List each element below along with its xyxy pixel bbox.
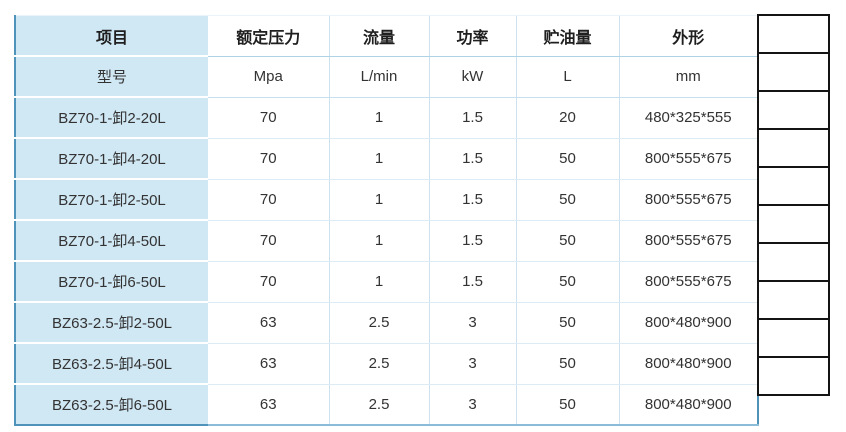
grid-cell[interactable] — [757, 166, 830, 206]
grid-cell[interactable] — [757, 356, 830, 396]
dimensions-cell: 800*555*675 — [618, 261, 759, 303]
value-cell: 1.5 — [428, 97, 516, 139]
table-row: BZ63-2.5-卸4-50L 63 2.5 3 50 800*480*900 — [14, 343, 759, 385]
dimensions-cell: 800*480*900 — [618, 384, 759, 426]
value-cell: 1.5 — [428, 179, 516, 221]
dimensions-cell: 800*555*675 — [618, 220, 759, 262]
col-header-power: 功率 — [428, 15, 516, 57]
table-row: BZ70-1-卸2-50L 70 1 1.5 50 800*555*675 — [14, 179, 759, 221]
unit-oil: L — [515, 56, 619, 98]
model-cell: BZ63-2.5-卸4-50L — [14, 343, 208, 385]
value-cell: 50 — [515, 302, 619, 344]
dimensions-cell: 800*555*675 — [618, 138, 759, 180]
model-cell: BZ70-1-卸2-50L — [14, 179, 208, 221]
model-cell: BZ63-2.5-卸2-50L — [14, 302, 208, 344]
value-cell: 1 — [328, 220, 429, 262]
value-cell: 63 — [208, 384, 329, 426]
grid-cell[interactable] — [757, 204, 830, 244]
value-cell: 1 — [328, 179, 429, 221]
model-cell: BZ70-1-卸6-50L — [14, 261, 208, 303]
col-header-flow: 流量 — [328, 15, 429, 57]
grid-cell[interactable] — [757, 128, 830, 168]
value-cell: 20 — [515, 97, 619, 139]
value-cell: 1.5 — [428, 138, 516, 180]
value-cell: 70 — [208, 138, 329, 180]
col-header-oil-capacity: 贮油量 — [515, 15, 619, 57]
unit-flow: L/min — [328, 56, 429, 98]
value-cell: 3 — [428, 302, 516, 344]
unit-pressure: Mpa — [208, 56, 329, 98]
value-cell: 50 — [515, 220, 619, 262]
grid-cell[interactable] — [757, 280, 830, 320]
value-cell: 1 — [328, 261, 429, 303]
value-cell: 63 — [208, 343, 329, 385]
value-cell: 3 — [428, 384, 516, 426]
dimensions-cell: 800*555*675 — [618, 179, 759, 221]
value-cell: 63 — [208, 302, 329, 344]
value-cell: 50 — [515, 261, 619, 303]
value-cell: 70 — [208, 261, 329, 303]
value-cell: 70 — [208, 220, 329, 262]
unit-model-label: 型号 — [14, 56, 208, 98]
value-cell: 2.5 — [328, 343, 429, 385]
model-cell: BZ70-1-卸2-20L — [14, 97, 208, 139]
value-cell: 1.5 — [428, 220, 516, 262]
grid-cell[interactable] — [757, 242, 830, 282]
table-row: BZ63-2.5-卸2-50L 63 2.5 3 50 800*480*900 — [14, 302, 759, 344]
col-header-item: 项目 — [14, 15, 208, 57]
unit-power: kW — [428, 56, 516, 98]
table-row: BZ70-1-卸2-20L 70 1 1.5 20 480*325*555 — [14, 97, 759, 139]
model-cell: BZ70-1-卸4-50L — [14, 220, 208, 262]
value-cell: 70 — [208, 179, 329, 221]
grid-cell[interactable] — [757, 318, 830, 358]
value-cell: 50 — [515, 343, 619, 385]
grid-cell[interactable] — [757, 90, 830, 130]
value-cell: 1 — [328, 97, 429, 139]
unit-row: 型号 Mpa L/min kW L mm — [14, 56, 759, 98]
value-cell: 50 — [515, 384, 619, 426]
value-cell: 50 — [515, 138, 619, 180]
dimensions-cell: 480*325*555 — [618, 97, 759, 139]
model-cell: BZ70-1-卸4-20L — [14, 138, 208, 180]
value-cell: 50 — [515, 179, 619, 221]
header-row: 项目 额定压力 流量 功率 贮油量 外形 — [14, 15, 759, 57]
grid-cell[interactable] — [757, 52, 830, 92]
value-cell: 1 — [328, 138, 429, 180]
value-cell: 3 — [428, 343, 516, 385]
product-spec-table: 项目 额定压力 流量 功率 贮油量 外形 型号 Mpa L/min kW L m… — [14, 15, 759, 426]
grid-cell[interactable] — [757, 14, 830, 54]
table-row: BZ63-2.5-卸6-50L 63 2.5 3 50 800*480*900 — [14, 384, 759, 426]
value-cell: 70 — [208, 97, 329, 139]
empty-grid-column — [757, 14, 830, 396]
value-cell: 2.5 — [328, 384, 429, 426]
dimensions-cell: 800*480*900 — [618, 302, 759, 344]
table-row: BZ70-1-卸4-20L 70 1 1.5 50 800*555*675 — [14, 138, 759, 180]
table-row: BZ70-1-卸4-50L 70 1 1.5 50 800*555*675 — [14, 220, 759, 262]
unit-dimensions: mm — [618, 56, 759, 98]
col-header-rated-pressure: 额定压力 — [208, 15, 329, 57]
col-header-dimensions: 外形 — [618, 15, 759, 57]
table-row: BZ70-1-卸6-50L 70 1 1.5 50 800*555*675 — [14, 261, 759, 303]
dimensions-cell: 800*480*900 — [618, 343, 759, 385]
model-cell: BZ63-2.5-卸6-50L — [14, 384, 208, 426]
value-cell: 1.5 — [428, 261, 516, 303]
value-cell: 2.5 — [328, 302, 429, 344]
